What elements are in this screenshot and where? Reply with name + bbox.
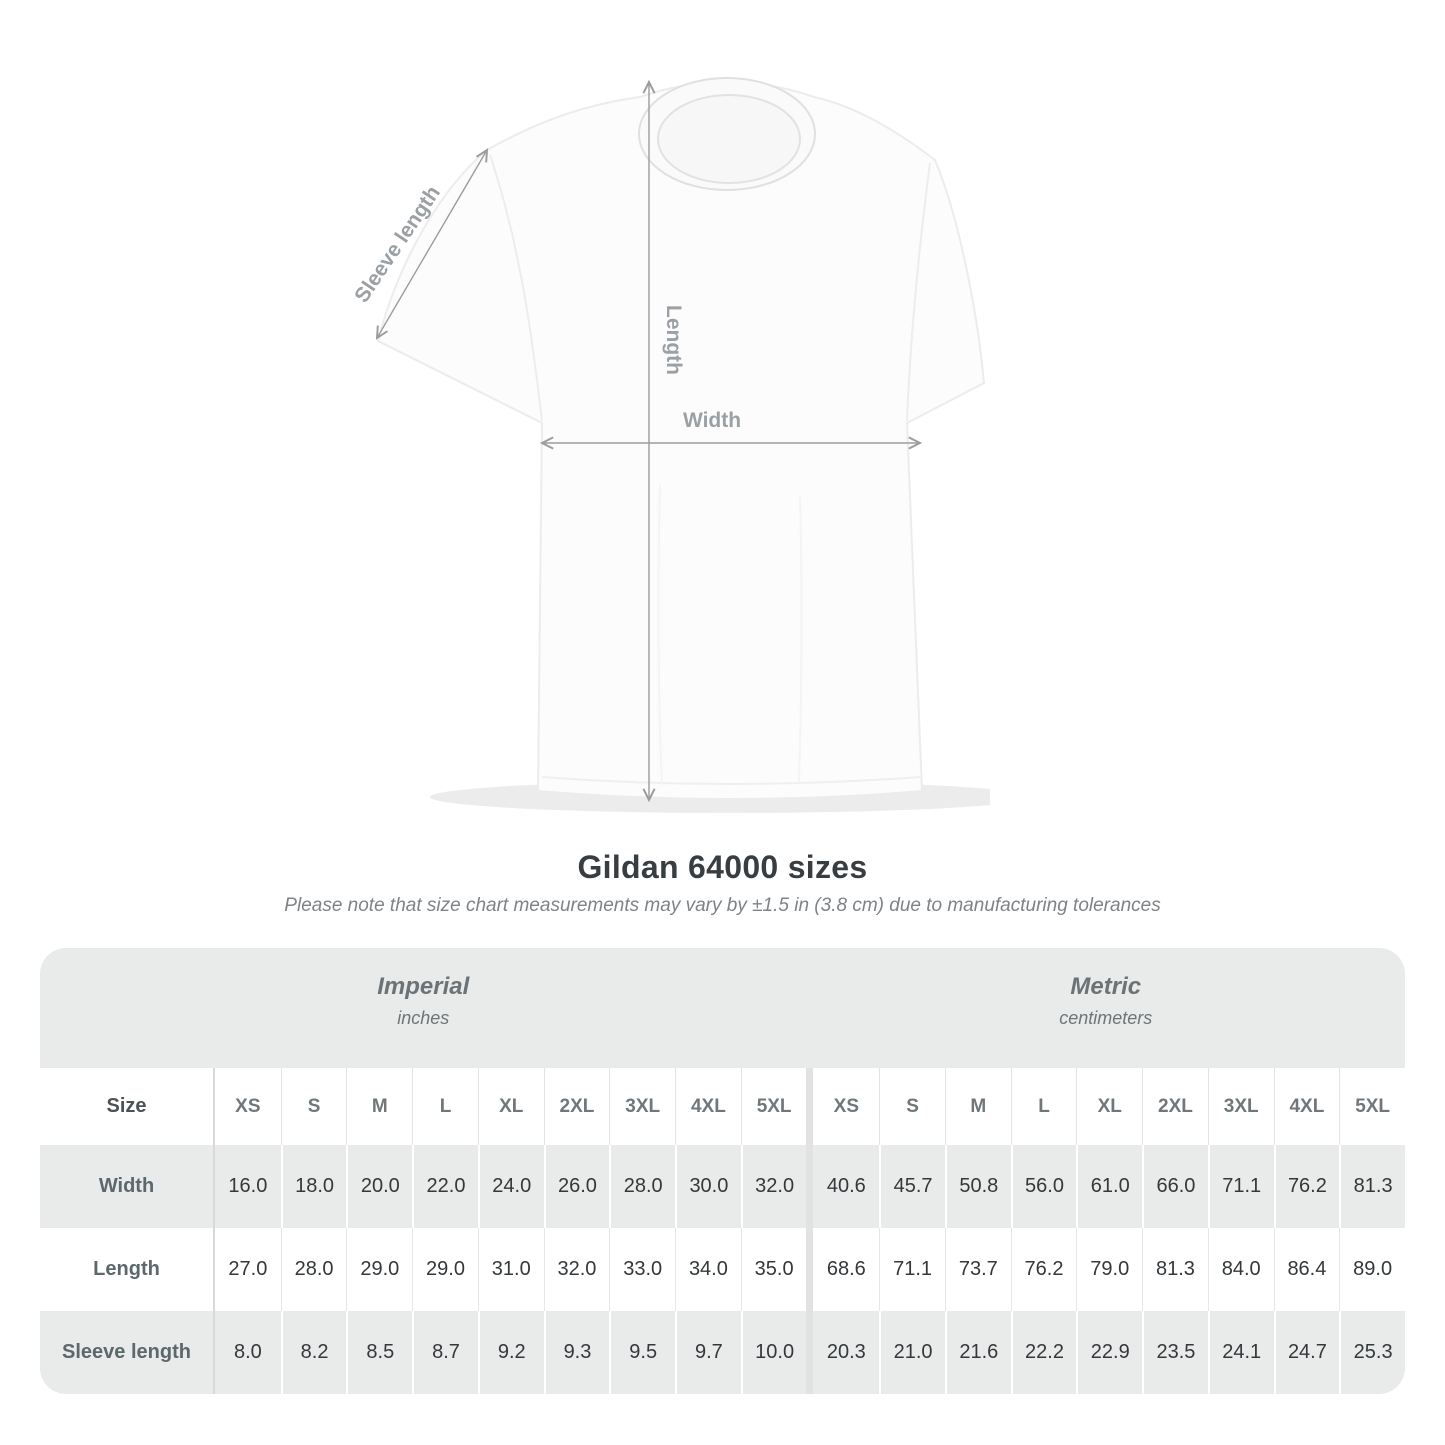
value-cell: 32.0 (740, 1145, 807, 1228)
value-cell: 22.2 (1010, 1311, 1077, 1394)
size-table: Size XS S M L XL 2XL 3XL 4XL 5XL XS S M L XL 2XL 3XL 4XL 5… (40, 1068, 1405, 1394)
value-cell: 28.0 (280, 1228, 347, 1311)
row-label: Length (40, 1228, 215, 1311)
value-cell: 21.6 (944, 1311, 1011, 1394)
page-title: Gildan 64000 sizes (577, 849, 868, 885)
value-cell: 9.3 (543, 1311, 610, 1394)
value-cell: 33.0 (609, 1228, 676, 1311)
size-header-imperial-2xl: 2XL (543, 1068, 610, 1145)
value-cell: 24.0 (477, 1145, 544, 1228)
sleeve-length-arrow (375, 148, 489, 340)
value-cell: 34.0 (675, 1228, 741, 1311)
width-label: Width (683, 409, 741, 432)
value-cell: 79.0 (1076, 1228, 1143, 1311)
value-cell: 8.5 (346, 1311, 413, 1394)
size-header-imperial-xs: XS (215, 1068, 281, 1145)
size-header-imperial-l: L (412, 1068, 478, 1145)
imperial-section-header: Imperial inches (40, 948, 807, 1068)
row-label: Width (40, 1145, 215, 1228)
value-cell: 18.0 (280, 1145, 347, 1228)
value-cell: 29.0 (412, 1228, 478, 1311)
value-cell: 22.9 (1076, 1311, 1143, 1394)
tshirt-measurement-diagram: Sleeve length Length Width (330, 55, 1030, 825)
value-cell: 86.4 (1273, 1228, 1340, 1311)
section-divider (806, 1311, 814, 1394)
value-cell: 20.3 (813, 1311, 880, 1394)
value-cell: 24.7 (1273, 1311, 1340, 1394)
tshirt-shape (376, 77, 986, 800)
size-chart-card: Imperial inches Metric centimeters Size X… (40, 948, 1405, 1394)
size-header-imperial-xl: XL (477, 1068, 544, 1145)
value-cell: 81.3 (1339, 1145, 1405, 1228)
value-cell: 45.7 (879, 1145, 945, 1228)
value-cell: 25.3 (1339, 1311, 1405, 1394)
value-cell: 30.0 (675, 1145, 741, 1228)
value-cell: 10.0 (740, 1311, 807, 1394)
row-label: Sleeve length (40, 1311, 215, 1394)
size-header-metric-3xl: 3XL (1207, 1068, 1274, 1145)
unit-section-header: Imperial inches Metric centimeters (40, 948, 1405, 1068)
imperial-label: Imperial (377, 973, 470, 1000)
value-cell: 22.0 (412, 1145, 478, 1228)
size-header-imperial-m: M (346, 1068, 413, 1145)
value-cell: 56.0 (1010, 1145, 1077, 1228)
value-cell: 9.2 (477, 1311, 544, 1394)
size-header-metric-4xl: 4XL (1273, 1068, 1340, 1145)
size-header-metric-m: M (944, 1068, 1011, 1145)
value-cell: 71.1 (879, 1228, 945, 1311)
value-cell: 9.5 (609, 1311, 676, 1394)
size-header-metric-5xl: 5XL (1339, 1068, 1405, 1145)
metric-section-header: Metric centimeters (807, 948, 1406, 1068)
value-cell: 20.0 (346, 1145, 413, 1228)
section-divider (806, 1145, 814, 1228)
value-cell: 40.6 (813, 1145, 880, 1228)
size-header-metric-xl: XL (1076, 1068, 1143, 1145)
size-header-metric-s: S (879, 1068, 945, 1145)
value-cell: 71.1 (1207, 1145, 1274, 1228)
imperial-unit-label: inches (397, 1008, 450, 1028)
value-cell: 27.0 (215, 1228, 281, 1311)
value-cell: 8.0 (215, 1311, 281, 1394)
value-cell: 84.0 (1207, 1228, 1274, 1311)
value-cell: 32.0 (543, 1228, 610, 1311)
metric-unit-label: centimeters (1059, 1008, 1153, 1028)
value-cell: 76.2 (1273, 1145, 1340, 1228)
tshirt-diagram-svg: Sleeve length Length Width (350, 77, 1030, 813)
value-cell: 35.0 (740, 1228, 807, 1311)
value-cell: 28.0 (609, 1145, 676, 1228)
value-cell: 31.0 (477, 1228, 544, 1311)
value-cell: 61.0 (1076, 1145, 1143, 1228)
tolerance-note: Please note that size chart measurements… (284, 895, 1161, 916)
size-column-header: Size (40, 1068, 215, 1145)
value-cell: 23.5 (1142, 1311, 1208, 1394)
value-cell: 21.0 (879, 1311, 945, 1394)
size-header-imperial-3xl: 3XL (609, 1068, 676, 1145)
section-divider (806, 1228, 814, 1311)
value-cell: 73.7 (944, 1228, 1011, 1311)
size-header-metric-l: L (1010, 1068, 1077, 1145)
size-header-imperial-s: S (280, 1068, 347, 1145)
value-cell: 81.3 (1142, 1228, 1208, 1311)
metric-label: Metric (1070, 973, 1142, 1000)
value-cell: 29.0 (346, 1228, 413, 1311)
value-cell: 89.0 (1339, 1228, 1405, 1311)
size-header-metric-2xl: 2XL (1142, 1068, 1208, 1145)
size-header-imperial-5xl: 5XL (740, 1068, 807, 1145)
value-cell: 8.2 (280, 1311, 347, 1394)
value-cell: 16.0 (215, 1145, 281, 1228)
value-cell: 66.0 (1142, 1145, 1208, 1228)
size-header-imperial-4xl: 4XL (675, 1068, 741, 1145)
value-cell: 24.1 (1207, 1311, 1274, 1394)
value-cell: 26.0 (543, 1145, 610, 1228)
value-cell: 9.7 (675, 1311, 741, 1394)
value-cell: 8.7 (412, 1311, 478, 1394)
value-cell: 76.2 (1010, 1228, 1077, 1311)
size-header-metric-xs: XS (813, 1068, 880, 1145)
value-cell: 50.8 (944, 1145, 1011, 1228)
length-label: Length (662, 305, 685, 375)
section-divider (806, 1068, 814, 1145)
value-cell: 68.6 (813, 1228, 880, 1311)
